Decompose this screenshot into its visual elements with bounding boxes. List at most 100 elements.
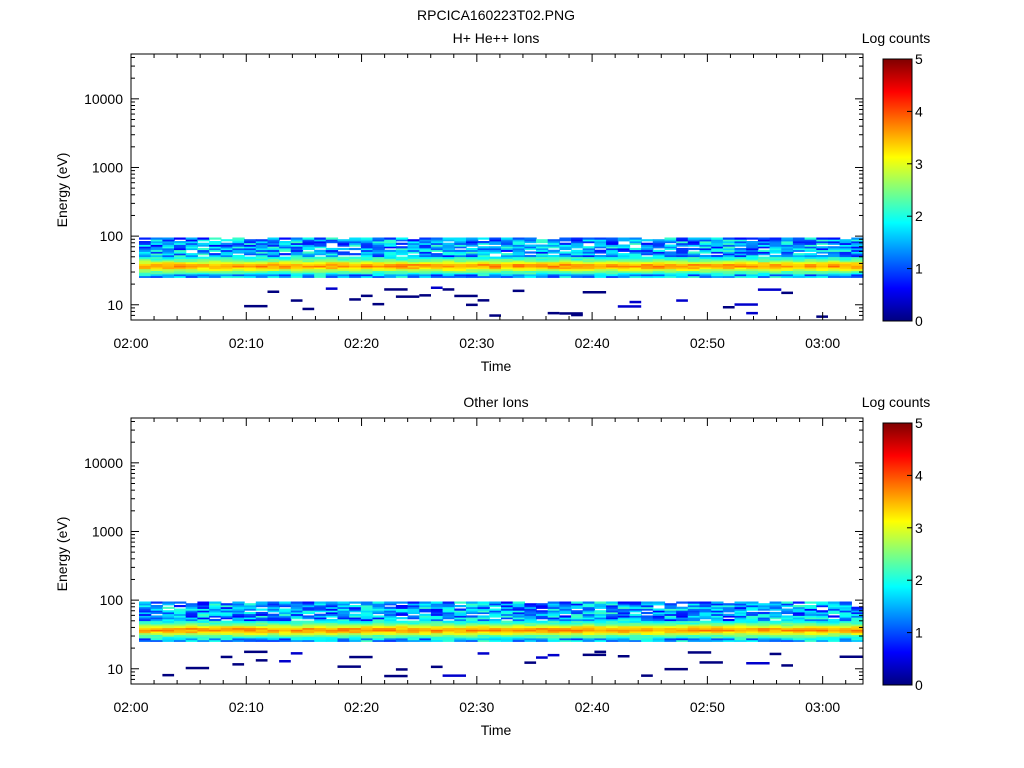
spectrogram-cell — [769, 603, 782, 606]
spectrogram-cell — [792, 241, 806, 244]
spectrogram-cell — [851, 258, 864, 261]
spectrogram-cell — [617, 622, 631, 625]
spectrogram-cell — [839, 249, 852, 252]
spectrogram-cell — [652, 244, 666, 247]
spectrogram-cell — [536, 638, 549, 641]
spectrogram-cell — [384, 268, 397, 271]
spectrogram-cell — [454, 601, 467, 604]
spectrogram-cell — [582, 249, 595, 252]
spectrogram-cell — [314, 605, 327, 608]
spectrogram-cell — [606, 237, 619, 240]
spectrogram-cell — [828, 258, 841, 261]
spectrogram-cell — [629, 636, 642, 639]
spectrogram-cell — [407, 244, 420, 247]
spectrogram-cell — [314, 249, 327, 252]
spectrogram-cell — [244, 625, 257, 628]
spectrogram-cell — [699, 244, 712, 247]
spectrogram-cell — [629, 241, 642, 244]
spectrogram-cell — [571, 639, 584, 642]
x-tick-label: 02:30 — [459, 335, 494, 351]
spectrogram-cell — [629, 265, 642, 268]
spectrogram-cell — [617, 629, 631, 632]
spectrogram-cell — [687, 268, 701, 271]
spectrogram-cell — [442, 625, 455, 628]
spectrogram-cell — [454, 617, 467, 620]
spectrogram-cell — [664, 253, 677, 256]
spectrogram-cell — [384, 636, 397, 639]
spectrogram-cell — [769, 617, 782, 620]
spectrogram-cell — [757, 249, 771, 252]
spectrogram-cell — [617, 254, 631, 258]
spectrogram-cell — [606, 260, 619, 263]
spectrogram-cell — [641, 270, 654, 273]
spectrogram-cell — [360, 249, 374, 252]
spectrogram-cell — [582, 253, 595, 256]
spectrogram-cell — [676, 242, 689, 245]
spectrogram-cell — [349, 624, 362, 627]
spectrogram-cell — [384, 253, 397, 256]
spectrogram-cell — [664, 241, 677, 244]
spectrogram-cell — [687, 651, 712, 654]
spectrogram-cell — [372, 603, 385, 606]
spectrogram-cell — [536, 244, 549, 247]
spectrogram-cell — [757, 260, 771, 263]
spectrogram-cell — [792, 249, 806, 252]
spectrogram-cell — [711, 256, 724, 259]
spectrogram-cell — [524, 275, 537, 278]
spectrogram-cell — [267, 265, 280, 268]
spectrogram-cell — [209, 615, 222, 618]
spectrogram-cell — [559, 627, 572, 630]
spectrogram-cell — [582, 601, 595, 604]
spectrogram-cell — [349, 244, 362, 247]
spectrogram-cell — [244, 638, 257, 641]
spectrogram-cell — [255, 624, 269, 627]
spectrogram-cell — [571, 261, 584, 264]
spectrogram-cell — [489, 267, 502, 270]
spectrogram-cell — [582, 653, 607, 657]
spectrogram-cell — [617, 620, 631, 623]
spectrogram-cell — [676, 239, 689, 242]
spectrogram-cell — [828, 260, 841, 263]
spectrogram-cell — [501, 267, 514, 270]
spectrogram-cell — [792, 615, 806, 618]
spectrogram-cell — [466, 629, 479, 632]
spectrogram-cell — [477, 629, 490, 632]
spectrogram-cell — [150, 274, 163, 277]
spectrogram-cell — [711, 636, 724, 639]
spectrogram-cell — [489, 638, 502, 641]
spectrogram-cell — [804, 622, 817, 625]
spectrogram-cell — [501, 265, 514, 268]
spectrogram-cell — [722, 274, 736, 277]
spectrogram-cell — [395, 295, 420, 298]
spectrogram-cell — [828, 247, 841, 251]
spectrogram-cell — [804, 274, 817, 277]
spectrogram-cell — [512, 605, 525, 608]
spectrogram-cell — [641, 611, 654, 615]
panel-h-he-ions: H+ He++ Ions Energy (eV) Time Log counts… — [54, 30, 930, 374]
spectrogram-cell — [512, 270, 525, 273]
spectrogram-cell — [174, 622, 187, 625]
spectrogram-cell — [220, 247, 233, 251]
spectrogram-cell — [220, 636, 233, 639]
spectrogram-cell — [209, 268, 222, 271]
spectrogram-cell — [442, 629, 455, 632]
spectrogram-cell — [617, 606, 631, 609]
spectrogram-cell — [547, 265, 560, 268]
spectrogram-cell — [641, 615, 654, 618]
spectrogram-cell — [699, 661, 723, 664]
spectrogram-cell — [547, 274, 560, 277]
spectrogram-cell — [594, 249, 607, 252]
spectrogram-cell — [839, 260, 852, 263]
spectrogram-cell — [571, 611, 584, 615]
spectrogram-cell — [606, 256, 619, 259]
spectrogram-cell — [524, 631, 537, 634]
spectrogram-cell — [582, 263, 595, 266]
spectrogram-cell — [302, 638, 315, 641]
spectrogram-cell — [232, 634, 245, 637]
spectrogram-cell — [699, 237, 712, 240]
spectrogram-cell — [477, 237, 490, 240]
spectrogram-cell — [571, 601, 584, 604]
spectrogram-cell — [407, 625, 420, 628]
spectrogram-cell — [769, 615, 782, 618]
spectrogram-cell — [664, 270, 677, 273]
